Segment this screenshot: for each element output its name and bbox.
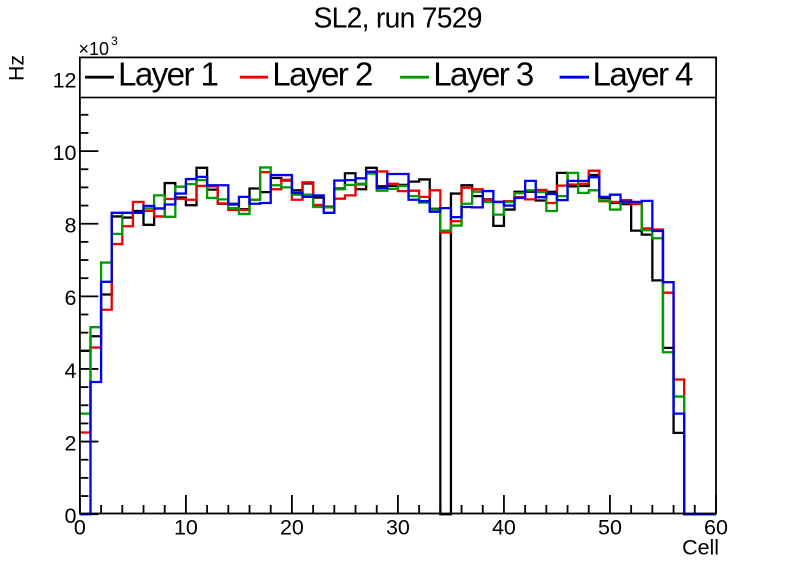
svg-text:Layer 4: Layer 4 <box>593 56 694 93</box>
svg-text:Layer 3: Layer 3 <box>433 56 534 93</box>
svg-text:10: 10 <box>174 515 198 539</box>
svg-text:4: 4 <box>65 359 77 383</box>
svg-text:50: 50 <box>598 515 622 539</box>
svg-text:Layer 1: Layer 1 <box>118 56 219 93</box>
svg-text:2: 2 <box>65 431 77 455</box>
svg-text:30: 30 <box>386 515 410 539</box>
svg-text:10: 10 <box>53 141 77 165</box>
svg-text:Layer 2: Layer 2 <box>272 56 373 93</box>
svg-text:Hz: Hz <box>4 55 28 81</box>
svg-text:SL2, run 7529: SL2, run 7529 <box>314 2 483 34</box>
svg-text:Cell: Cell <box>682 535 719 559</box>
svg-text:8: 8 <box>65 214 77 238</box>
svg-text:6: 6 <box>65 286 77 310</box>
svg-text:12: 12 <box>53 68 77 92</box>
svg-text:60: 60 <box>704 515 728 539</box>
svg-text:0: 0 <box>65 504 77 528</box>
svg-text:20: 20 <box>280 515 304 539</box>
svg-text:0: 0 <box>74 515 86 539</box>
svg-text:40: 40 <box>492 515 516 539</box>
